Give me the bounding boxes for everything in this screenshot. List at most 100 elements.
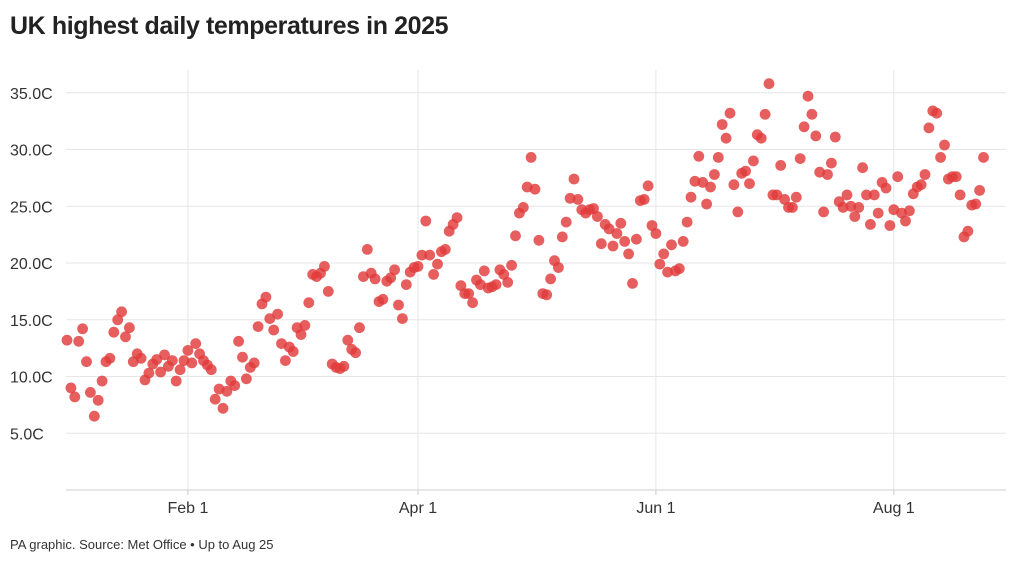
data-point (209, 393, 221, 405)
data-point (904, 205, 915, 217)
data-point (174, 364, 186, 376)
data-point (506, 259, 517, 271)
data-point (377, 293, 389, 305)
data-point (354, 322, 365, 334)
y-tick-label: 20.0C (10, 256, 53, 273)
data-point (642, 180, 654, 192)
data-point (264, 313, 276, 324)
data-point (829, 131, 841, 143)
data-point (974, 185, 985, 196)
data-point (478, 265, 490, 277)
data-point (950, 171, 962, 183)
data-point (424, 249, 436, 261)
data-point (775, 160, 787, 171)
data-point (96, 375, 108, 387)
data-point (287, 346, 299, 357)
y-tick-label: 35.0C (10, 86, 53, 103)
data-point (252, 321, 264, 332)
data-point (400, 279, 412, 290)
data-point (923, 122, 935, 134)
data-point (755, 132, 767, 144)
y-tick-label: 25.0C (10, 199, 53, 216)
data-point (790, 191, 802, 203)
data-point (853, 202, 865, 213)
data-point (517, 202, 529, 213)
data-point (615, 217, 627, 229)
data-point (463, 288, 475, 299)
data-point (568, 173, 580, 185)
data-point (654, 258, 666, 270)
y-tick-label: 15.0C (10, 313, 53, 330)
data-point (970, 198, 982, 210)
data-point (623, 248, 634, 260)
data-point (533, 234, 545, 246)
data-point (822, 169, 833, 180)
data-point (369, 273, 381, 285)
x-tick-label: Aug 1 (873, 500, 915, 517)
data-point (92, 394, 104, 406)
data-point (217, 402, 229, 414)
data-point (205, 364, 217, 376)
data-point (299, 320, 311, 331)
data-point (818, 206, 829, 218)
data-point (763, 78, 775, 90)
data-point (81, 356, 92, 368)
data-point (705, 181, 716, 193)
data-point (112, 314, 124, 326)
data-point (393, 299, 404, 311)
data-point (673, 263, 685, 275)
data-point (603, 223, 615, 235)
data-point (295, 329, 307, 340)
data-point (385, 272, 397, 284)
data-point (303, 297, 315, 309)
data-point (108, 326, 120, 338)
data-point (892, 171, 904, 183)
data-point (802, 90, 814, 102)
data-point (646, 220, 658, 231)
data-point (638, 194, 650, 205)
data-point (397, 313, 408, 324)
data-point (120, 331, 131, 343)
data-point (229, 380, 241, 391)
data-point (716, 119, 728, 130)
data-point (73, 335, 85, 347)
data-points (61, 78, 989, 422)
data-point (272, 308, 283, 320)
data-point (502, 276, 514, 288)
data-point (771, 189, 783, 201)
data-point (631, 233, 642, 245)
data-point (319, 261, 330, 272)
data-point (865, 219, 876, 230)
x-tick-label: Apr 1 (399, 500, 437, 517)
data-point (650, 228, 662, 239)
data-point (962, 225, 974, 237)
data-point (510, 230, 521, 242)
data-point (123, 322, 135, 334)
data-point (978, 152, 989, 163)
x-tick-label: Jun 1 (636, 500, 675, 517)
data-point (412, 261, 424, 272)
data-point (779, 194, 790, 205)
data-point (182, 345, 194, 356)
data-point (806, 108, 818, 120)
data-point (861, 189, 872, 201)
data-point (432, 258, 443, 270)
data-point (681, 216, 693, 228)
source-footer: PA graphic. Source: Met Office • Up to A… (10, 537, 274, 552)
data-point (693, 150, 705, 162)
data-point (794, 153, 806, 165)
x-tick-label: Feb 1 (167, 500, 208, 517)
data-point (880, 182, 892, 194)
data-point (740, 165, 751, 177)
data-point (116, 306, 127, 318)
data-point (556, 231, 568, 243)
data-point (627, 278, 638, 289)
data-point (545, 273, 556, 285)
data-point (658, 248, 670, 260)
data-point (420, 215, 432, 227)
data-point (712, 152, 724, 163)
data-point (619, 236, 631, 247)
data-point (841, 189, 853, 201)
data-point (592, 211, 603, 222)
